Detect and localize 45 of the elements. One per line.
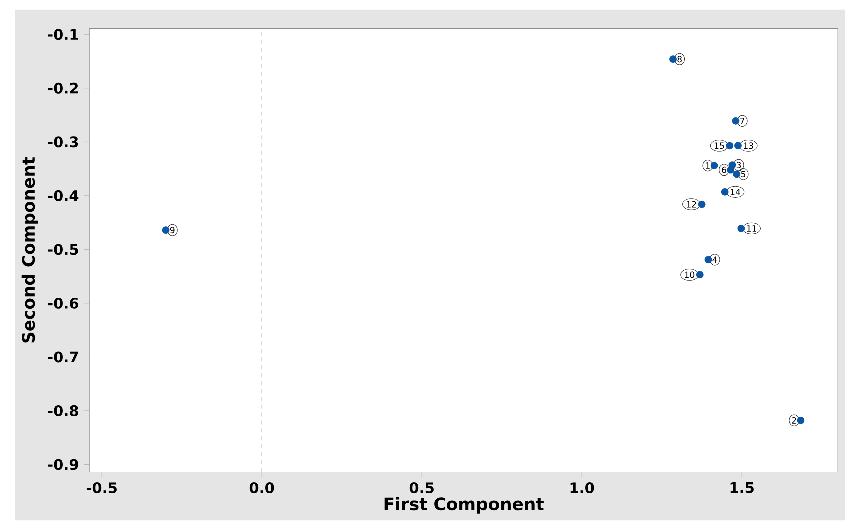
x-tick-label: -0.5 [86,482,117,494]
annotation: 10 [685,272,695,278]
annotation: 14 [731,189,740,196]
point [797,417,805,424]
annotation: 13 [744,142,754,150]
x-tick-label: 0.5 [410,482,434,494]
annotation: 3 [736,162,742,169]
annotation: 15 [714,142,724,150]
y-tick-label: -0.3 [48,136,78,148]
annotation: 5 [741,171,746,178]
point [704,256,712,264]
y-tick-label: -0.5 [48,244,78,256]
point [727,166,735,174]
annotation: 9 [170,227,175,234]
y-tick-label: -0.7 [48,352,78,363]
point [696,271,704,279]
annotation: 2 [792,418,796,424]
y-tick-label: -0.9 [48,459,78,470]
point [738,225,746,233]
annotation: 1 [706,162,710,170]
annotation: 12 [687,201,696,208]
y-tick-label: -0.1 [48,29,78,40]
y-tick-label: -0.6 [48,298,79,310]
annotation: 4 [712,256,718,264]
annotation: 8 [678,56,682,63]
point [733,170,741,178]
point [162,226,170,234]
point [670,56,677,64]
x-tick-label: 1.0 [570,482,594,494]
point [721,188,729,196]
point [734,142,742,150]
point [726,142,734,150]
x-axis-title: First Component [384,497,544,514]
y-axis-title: Second Component [22,157,38,343]
annotation: 11 [747,226,757,232]
annotation: 7 [740,118,745,124]
point [698,200,706,208]
y-tick-label: -0.8 [48,406,78,417]
y-tick-label: -0.2 [48,83,78,94]
annotation: 6 [722,166,726,174]
point [732,118,740,125]
x-tick-label: 0.0 [250,482,274,494]
point [710,162,718,170]
x-tick-label: 1.5 [730,482,754,494]
y-tick-label: -0.4 [48,190,79,202]
